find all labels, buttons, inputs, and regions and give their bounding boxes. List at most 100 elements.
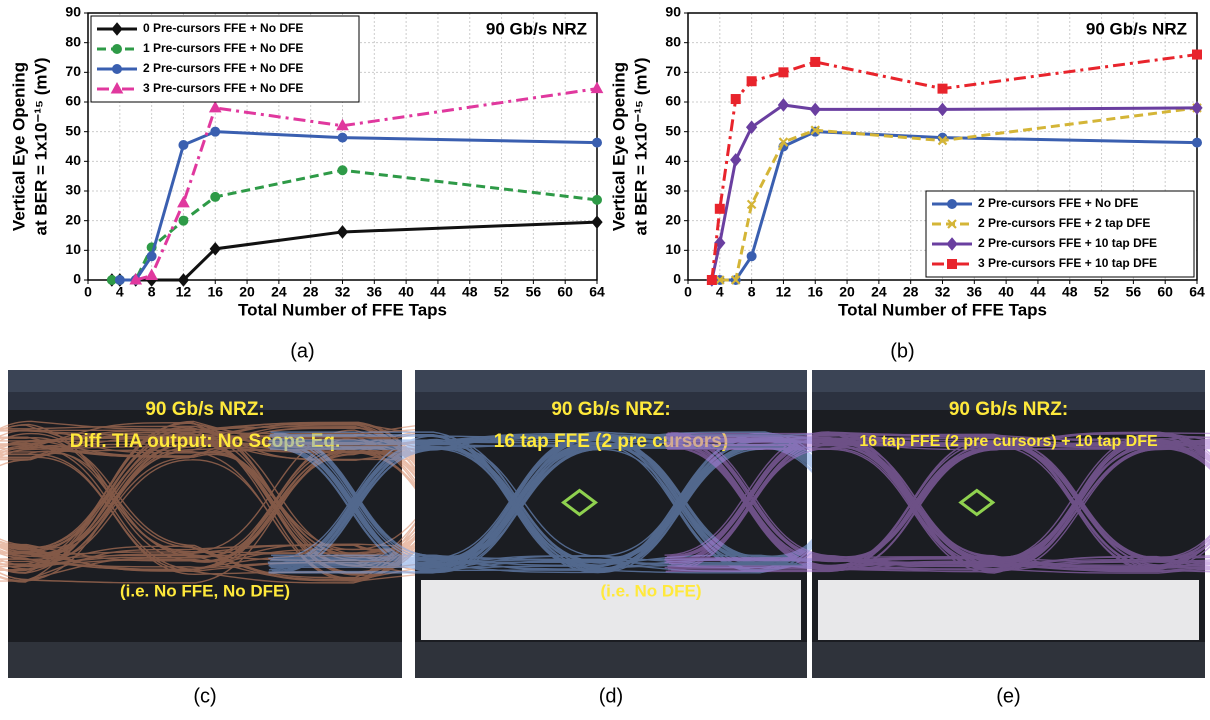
point (146, 270, 157, 280)
x-tick-label: 56 (526, 284, 542, 300)
point (948, 200, 957, 209)
x-tick-label: 44 (1030, 284, 1046, 300)
legend-marker (948, 200, 957, 209)
y-tick-label: 50 (665, 122, 681, 138)
y-tick-label: 80 (665, 33, 681, 49)
point (747, 77, 756, 86)
x-tick-label: 20 (839, 284, 855, 300)
point (938, 84, 947, 93)
status-bar (8, 642, 402, 678)
point (938, 103, 948, 115)
x-tick-label: 40 (398, 284, 414, 300)
y-tick-label: 60 (65, 93, 81, 109)
y-tick-label: 30 (665, 182, 681, 198)
point (113, 45, 122, 54)
panel-label: (b) (890, 340, 914, 362)
point (731, 95, 740, 104)
menu-bar (415, 370, 807, 392)
panel-label: (a) (290, 340, 314, 362)
series-line (136, 89, 597, 280)
x-tick-label: 36 (967, 284, 983, 300)
point (811, 57, 820, 66)
y-tick-label: 10 (665, 241, 681, 257)
x-tick-label: 24 (271, 284, 287, 300)
y-tick-label: 30 (65, 182, 81, 198)
y-axis-label: at BER = 1x10⁻¹⁵ (mV) (631, 57, 650, 235)
x-tick-label: 40 (998, 284, 1014, 300)
point (147, 252, 156, 261)
annotation: 90 Gb/s NRZ (1086, 19, 1187, 38)
point (179, 141, 188, 150)
point (592, 216, 602, 228)
y-tick-label: 90 (665, 4, 681, 20)
point (211, 192, 220, 201)
x-tick-label: 24 (871, 284, 887, 300)
y-tick-label: 40 (665, 152, 681, 168)
legend-entry: 3 Pre-cursors FFE + 10 tap DFE (978, 256, 1157, 270)
x-tick-label: 28 (903, 284, 919, 300)
legend-marker (113, 45, 122, 54)
x-tick-label: 64 (589, 284, 605, 300)
overlay-text: (i.e. No DFE) (600, 581, 701, 600)
y-tick-label: 90 (65, 4, 81, 20)
y-tick-label: 0 (673, 271, 681, 287)
x-tick-label: 0 (84, 284, 92, 300)
point (715, 204, 724, 213)
y-axis-label: Vertical Eye Opening (9, 62, 28, 231)
x-tick-label: 64 (1189, 284, 1205, 300)
x-tick-label: 12 (776, 284, 792, 300)
x-tick-label: 60 (1157, 284, 1173, 300)
point (113, 65, 122, 74)
x-tick-label: 52 (494, 284, 510, 300)
x-tick-label: 0 (684, 284, 692, 300)
x-tick-label: 48 (1062, 284, 1078, 300)
overlay-heading: 90 Gb/s NRZ: (551, 399, 670, 420)
y-axis-label: Vertical Eye Opening (609, 62, 628, 231)
x-tick-label: 16 (207, 284, 223, 300)
x-tick-label: 8 (748, 284, 756, 300)
point (338, 226, 348, 238)
x-tick-label: 4 (716, 284, 724, 300)
x-tick-label: 56 (1126, 284, 1142, 300)
x-tick-label: 60 (557, 284, 573, 300)
y-tick-label: 70 (665, 63, 681, 79)
y-tick-label: 20 (665, 211, 681, 227)
menu-bar (8, 370, 402, 392)
x-tick-label: 36 (367, 284, 383, 300)
results-pane (818, 580, 1199, 640)
x-axis-label: Total Number of FFE Taps (838, 300, 1047, 319)
panel-label: (d) (599, 685, 623, 707)
point (211, 127, 220, 136)
y-tick-label: 50 (65, 122, 81, 138)
x-tick-label: 48 (462, 284, 478, 300)
legend-entry: 2 Pre-cursors FFE + No DFE (978, 196, 1138, 210)
panel-label: (c) (193, 685, 216, 707)
point (178, 197, 189, 207)
legend-marker (948, 260, 957, 269)
legend-entry: 3 Pre-cursors FFE + No DFE (143, 81, 303, 95)
x-axis-label: Total Number of FFE Taps (238, 300, 447, 319)
point (707, 276, 716, 285)
point (592, 83, 603, 93)
y-tick-label: 0 (73, 271, 81, 287)
y-tick-label: 70 (65, 63, 81, 79)
legend-entry: 2 Pre-cursors FFE + 2 tap DFE (978, 216, 1150, 230)
point (179, 216, 188, 225)
menu-bar (812, 370, 1205, 392)
status-bar (812, 642, 1205, 678)
point (115, 276, 124, 285)
annotation: 90 Gb/s NRZ (486, 19, 587, 38)
point (593, 195, 602, 204)
overlay-heading: 90 Gb/s NRZ: (145, 399, 264, 420)
point (1193, 138, 1202, 147)
status-bar (415, 642, 807, 678)
overlay-heading: 90 Gb/s NRZ: (949, 399, 1068, 420)
series-line (120, 132, 597, 280)
panel-label: (e) (996, 685, 1020, 707)
point (338, 166, 347, 175)
series-line (112, 222, 597, 280)
figure: 0102030405060708090048121620242832364044… (0, 0, 1210, 715)
x-tick-label: 16 (807, 284, 823, 300)
x-tick-label: 20 (239, 284, 255, 300)
x-tick-label: 28 (303, 284, 319, 300)
